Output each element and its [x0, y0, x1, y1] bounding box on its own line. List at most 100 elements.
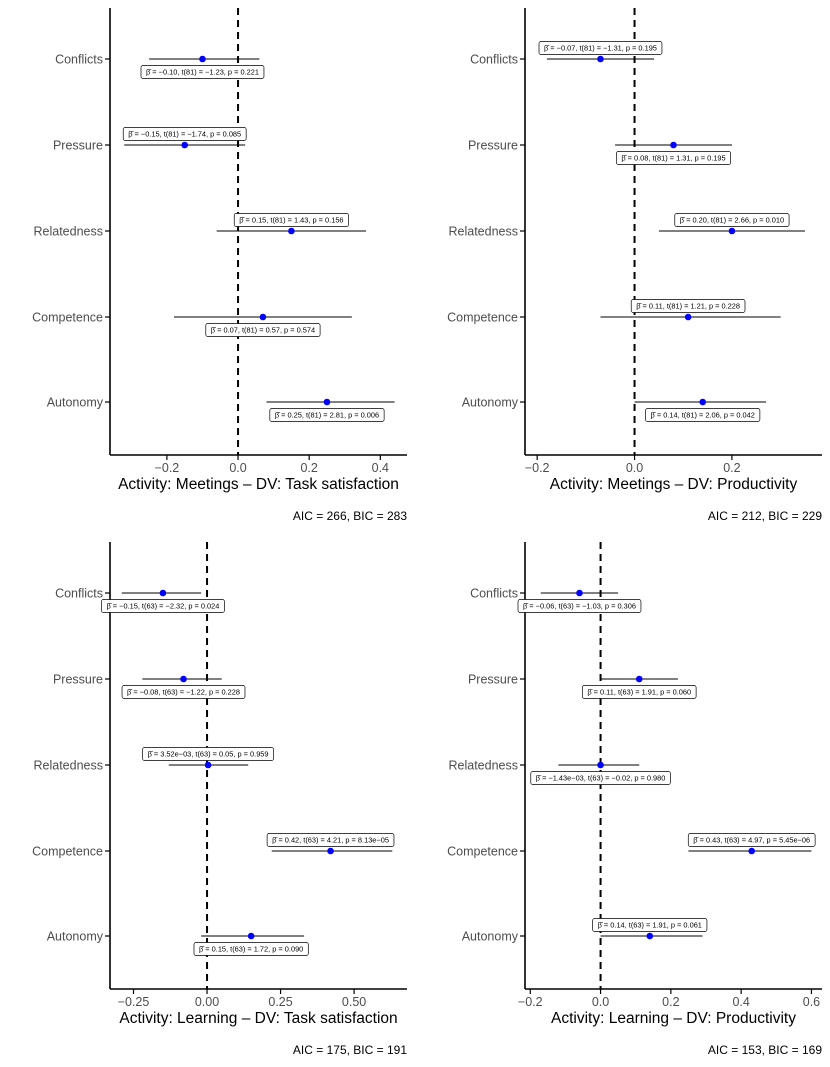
- estimate-label: β̂ = 0.14, t(81) = 2.06, p = 0.042: [645, 408, 761, 422]
- y-tick-label: Competence: [447, 311, 518, 325]
- point-estimate: [159, 589, 167, 597]
- estimate-label-text: β̂ = −0.07, t(81) = −1.31, p = 0.195: [544, 44, 657, 53]
- x-axis-title: Activity: Learning – DV: Task satisfacti…: [119, 1010, 397, 1027]
- estimate-label-text: β̂ = 0.25, t(81) = 2.81, p = 0.006: [275, 411, 379, 420]
- estimate-label-box: [581, 685, 697, 699]
- x-axis-title: Activity: Learning – DV: Productivity: [551, 1010, 796, 1027]
- estimate-label: β̂ = −0.15, t(81) = −1.74, p = 0.085: [122, 127, 247, 141]
- estimate-label: β̂ = −0.07, t(81) = −1.31, p = 0.195: [538, 41, 663, 55]
- y-tick-label: Pressure: [53, 139, 103, 153]
- point-estimate: [597, 761, 604, 769]
- point-estimate: [288, 227, 295, 235]
- estimate-label-text: β̂ = 0.43, t(63) = 4.97, p = 5.45e−06: [693, 836, 810, 845]
- x-tick-label: 0.4: [732, 995, 749, 1009]
- estimate-label: β̂ = 0.15, t(81) = 1.43, p = 0.156: [233, 213, 349, 227]
- point-estimate: [576, 589, 583, 597]
- estimate-label: β̂ = 0.25, t(81) = 2.81, p = 0.006: [269, 408, 385, 422]
- estimate-label-text: β̂ = 0.14, t(81) = 2.06, p = 0.042: [651, 411, 755, 420]
- point-estimate: [728, 227, 736, 235]
- estimate-label-box: [630, 299, 746, 313]
- fit-statistics: AIC = 212, BIC = 229: [708, 509, 822, 523]
- estimate-label: β̂ = 3.52e−03, t(63) = 0.05, p = 0.959: [142, 747, 274, 761]
- point-estimate: [670, 141, 677, 149]
- y-tick-label: Autonomy: [462, 396, 519, 410]
- estimate-label-text: β̂ = 0.42, t(63) = 4.21, p = 8.13e−05: [272, 836, 389, 845]
- point-estimate: [699, 398, 707, 406]
- y-tick-label: Relatedness: [449, 759, 519, 773]
- estimate-label-text: β̂ = −0.15, t(63) = −2.32, p = 0.024: [106, 602, 219, 611]
- x-tick-label: 0.00: [195, 995, 219, 1009]
- forest-panel-4: −0.2 0.0 0.2 0.4 0.6 Activity: Learning – DV:…: [447, 542, 822, 1057]
- point-estimate: [646, 932, 654, 940]
- point-estimate: [180, 675, 187, 683]
- estimate-label: β̂ = 0.15, t(63) = 1.72, p = 0.090: [193, 942, 309, 956]
- fit-statistics: AIC = 153, BIC = 169: [708, 1043, 822, 1057]
- y-tick-label: Conflicts: [470, 587, 518, 601]
- estimate-label-text: β̂ = 0.08, t(81) = 1.31, p = 0.195: [621, 154, 725, 163]
- y-tick-label: Autonomy: [47, 930, 104, 944]
- estimate-label: β̂ = 0.11, t(81) = 1.21, p = 0.228: [630, 299, 746, 313]
- estimate-label-box: [142, 747, 274, 761]
- estimate-label-box: [592, 918, 708, 932]
- fit-statistics: AIC = 266, BIC = 283: [293, 509, 407, 523]
- estimate-label-text: β̂ = 0.11, t(81) = 1.21, p = 0.228: [636, 302, 740, 311]
- x-tick-label: 0.0: [229, 461, 246, 475]
- point-estimate: [204, 761, 212, 769]
- estimate-label-text: β̂ = 0.15, t(63) = 1.72, p = 0.090: [199, 945, 303, 954]
- point-estimate: [323, 398, 331, 406]
- estimate-label-box: [233, 213, 349, 227]
- x-tick-label: 0.25: [268, 995, 292, 1009]
- estimate-label-text: β̂ = 0.11, t(63) = 1.91, p = 0.060: [587, 688, 691, 697]
- point-estimate: [259, 313, 267, 321]
- x-tick-label: 0.2: [662, 995, 679, 1009]
- point-estimate: [748, 847, 756, 855]
- x-tick-label: 0.2: [300, 461, 317, 475]
- x-tick-label: 0.4: [372, 461, 389, 475]
- estimate-label-text: β̂ = 3.52e−03, t(63) = 0.05, p = 0.959: [148, 750, 269, 759]
- y-tick-label: Relatedness: [34, 225, 104, 239]
- estimate-label-text: β̂ = −0.08, t(63) = −1.22, p = 0.228: [127, 688, 240, 697]
- x-tick-label: 0.0: [626, 461, 643, 475]
- estimate-label-text: β̂ = −1.43e−03, t(63) = −0.02, p = 0.980: [536, 774, 666, 783]
- x-tick-label: 0.50: [342, 995, 366, 1009]
- point-estimate: [181, 141, 188, 149]
- y-tick-label: Pressure: [53, 673, 103, 687]
- point-estimate: [247, 932, 255, 940]
- estimate-label: β̂ = 0.20, t(81) = 2.66, p = 0.010: [674, 213, 790, 227]
- y-tick-label: Pressure: [468, 139, 518, 153]
- x-tick-label: 0.0: [592, 995, 609, 1009]
- estimate-label: β̂ = 0.11, t(63) = 1.91, p = 0.060: [581, 685, 697, 699]
- estimate-label-box: [530, 771, 671, 785]
- estimate-label: β̂ = −0.10, t(81) = −1.23, p = 0.221: [140, 65, 265, 79]
- estimate-label-text: β̂ = 0.20, t(81) = 2.66, p = 0.010: [680, 216, 784, 225]
- estimate-label: β̂ = 0.07, t(81) = 0.57, p = 0.574: [205, 323, 321, 337]
- point-estimate: [597, 55, 604, 63]
- x-axis-title: Activity: Meetings – DV: Productivity: [550, 476, 798, 493]
- y-tick-label: Conflicts: [55, 53, 103, 67]
- y-tick-label: Competence: [32, 845, 103, 859]
- y-tick-label: Autonomy: [47, 396, 104, 410]
- y-tick-label: Conflicts: [470, 53, 518, 67]
- point-estimate: [327, 847, 334, 855]
- x-tick-label: −0.2: [155, 461, 180, 475]
- estimate-label-box: [205, 323, 321, 337]
- estimate-label: β̂ = 0.14, t(63) = 1.91, p = 0.061: [592, 918, 708, 932]
- estimate-label: β̂ = −0.08, t(63) = −1.22, p = 0.228: [121, 685, 246, 699]
- y-tick-label: Competence: [32, 311, 103, 325]
- estimate-label-text: β̂ = −0.06, t(63) = −1.03, p = 0.306: [523, 602, 636, 611]
- point-estimate: [684, 313, 692, 321]
- estimate-label: β̂ = −1.43e−03, t(63) = −0.02, p = 0.980: [530, 771, 671, 785]
- estimate-label-box: [269, 408, 385, 422]
- x-tick-label: −0.2: [518, 995, 543, 1009]
- estimate-label: β̂ = 0.42, t(63) = 4.21, p = 8.13e−05: [266, 833, 395, 847]
- estimate-label-box: [674, 213, 790, 227]
- x-tick-label: −0.25: [118, 995, 150, 1009]
- estimate-label-box: [121, 685, 246, 699]
- estimate-label-box: [101, 599, 225, 613]
- estimate-label-box: [140, 65, 265, 79]
- y-tick-label: Competence: [447, 845, 518, 859]
